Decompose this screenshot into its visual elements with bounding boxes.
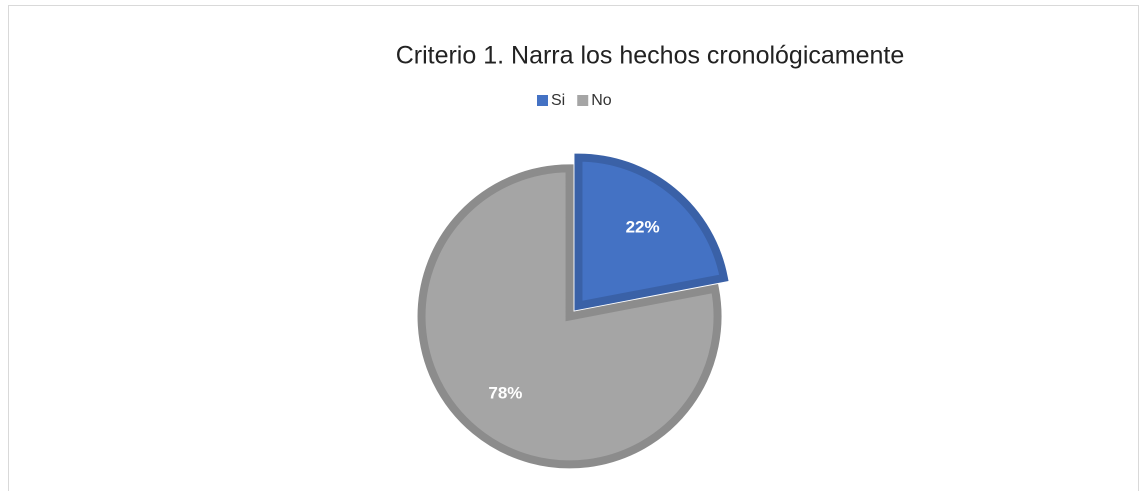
legend-swatch bbox=[577, 95, 589, 106]
data-label: 22% bbox=[626, 218, 660, 237]
legend-label: Si bbox=[551, 92, 565, 109]
chart-title: Criterio 1. Narra los hechos cronológica… bbox=[396, 42, 905, 70]
pie-slice bbox=[574, 153, 729, 311]
legend-label: No bbox=[591, 92, 612, 109]
data-label: 78% bbox=[488, 383, 522, 402]
pie-slice bbox=[417, 164, 722, 469]
legend-swatch bbox=[537, 95, 548, 106]
